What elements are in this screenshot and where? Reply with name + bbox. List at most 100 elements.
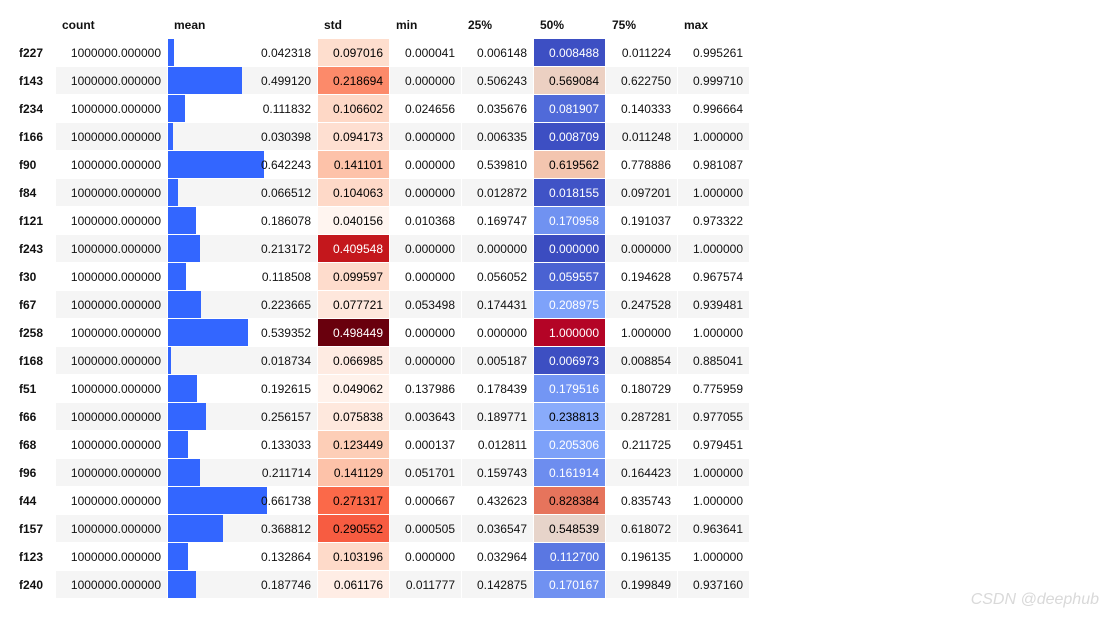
p75-cell: 0.000000 xyxy=(606,235,678,263)
min-cell-value: 0.000000 xyxy=(405,130,455,144)
p50-cell: 0.238813 xyxy=(534,403,606,431)
p50-value: 0.619562 xyxy=(549,158,599,172)
row-label: f243 xyxy=(11,235,56,263)
p25-cell: 0.142875 xyxy=(462,571,534,599)
p75-cell-value: 0.140333 xyxy=(621,102,671,116)
std-cell: 0.271317 xyxy=(318,487,390,515)
max-cell: 0.999710 xyxy=(678,67,750,95)
std-cell: 0.290552 xyxy=(318,515,390,543)
p75-cell: 0.011248 xyxy=(606,123,678,151)
min-cell-value: 0.000000 xyxy=(405,354,455,368)
table-row: f1661000000.0000000.0303980.0941730.0000… xyxy=(11,123,750,151)
p25-cell: 0.000000 xyxy=(462,235,534,263)
max-cell: 1.000000 xyxy=(678,235,750,263)
row-label: f67 xyxy=(11,291,56,319)
mean-value: 0.030398 xyxy=(261,130,311,144)
p25-cell: 0.506243 xyxy=(462,67,534,95)
mean-bar xyxy=(168,487,267,514)
p50-value: 0.170958 xyxy=(549,214,599,228)
min-cell-value: 0.000000 xyxy=(405,186,455,200)
mean-cell: 0.642243 xyxy=(168,151,318,179)
mean-bar xyxy=(168,459,200,486)
header-75pct: 75% xyxy=(606,11,678,39)
count-cell: 1000000.000000 xyxy=(56,403,168,431)
mean-cell: 0.018734 xyxy=(168,347,318,375)
count-cell: 1000000.000000 xyxy=(56,263,168,291)
header-row: countmeanstdmin25%50%75%max xyxy=(11,11,750,39)
std-value: 0.066985 xyxy=(333,354,383,368)
count-cell: 1000000.000000 xyxy=(56,431,168,459)
p25-cell-value: 0.169747 xyxy=(477,214,527,228)
row-label: f234 xyxy=(11,95,56,123)
max-cell-value: 1.000000 xyxy=(693,186,743,200)
p75-cell: 0.164423 xyxy=(606,459,678,487)
min-cell: 0.000000 xyxy=(390,319,462,347)
mean-cell: 0.223665 xyxy=(168,291,318,319)
max-cell: 1.000000 xyxy=(678,123,750,151)
mean-cell: 0.042318 xyxy=(168,39,318,67)
p25-cell-value: 0.005187 xyxy=(477,354,527,368)
std-value: 0.099597 xyxy=(333,270,383,284)
p75-cell: 0.194628 xyxy=(606,263,678,291)
std-value: 0.218694 xyxy=(333,74,383,88)
std-value: 0.104063 xyxy=(333,186,383,200)
p50-cell: 0.619562 xyxy=(534,151,606,179)
std-value: 0.290552 xyxy=(333,522,383,536)
p75-cell: 0.835743 xyxy=(606,487,678,515)
p50-cell: 0.008709 xyxy=(534,123,606,151)
table-row: f2341000000.0000000.1118320.1066020.0246… xyxy=(11,95,750,123)
std-value: 0.123449 xyxy=(333,438,383,452)
mean-value: 0.661738 xyxy=(261,494,311,508)
p75-cell-value: 1.000000 xyxy=(621,326,671,340)
p75-cell-value: 0.211725 xyxy=(622,438,671,452)
p75-cell-value: 0.008854 xyxy=(621,354,671,368)
max-cell-value: 1.000000 xyxy=(693,130,743,144)
p50-value: 0.179516 xyxy=(549,382,599,396)
max-cell: 0.979451 xyxy=(678,431,750,459)
mean-cell: 0.368812 xyxy=(168,515,318,543)
min-cell: 0.010368 xyxy=(390,207,462,235)
mean-value: 0.539352 xyxy=(261,326,311,340)
p50-value: 0.008709 xyxy=(549,130,599,144)
mean-cell: 0.132864 xyxy=(168,543,318,571)
p75-cell: 0.618072 xyxy=(606,515,678,543)
std-value: 0.498449 xyxy=(333,326,383,340)
p50-cell: 0.006973 xyxy=(534,347,606,375)
max-cell: 0.775959 xyxy=(678,375,750,403)
min-cell-value: 0.011777 xyxy=(406,578,455,592)
header-mean: mean xyxy=(168,11,318,39)
p25-cell: 0.036547 xyxy=(462,515,534,543)
mean-bar xyxy=(168,207,196,234)
row-label: f227 xyxy=(11,39,56,67)
count-cell: 1000000.000000 xyxy=(56,347,168,375)
table-row: f841000000.0000000.0665120.1040630.00000… xyxy=(11,179,750,207)
p25-cell: 0.174431 xyxy=(462,291,534,319)
p50-value: 0.238813 xyxy=(549,410,599,424)
p50-value: 0.161914 xyxy=(549,466,599,480)
min-cell-value: 0.024656 xyxy=(405,102,455,116)
p50-cell: 1.000000 xyxy=(534,319,606,347)
row-label: f143 xyxy=(11,67,56,95)
p25-cell-value: 0.012811 xyxy=(478,438,527,452)
p75-cell-value: 0.247528 xyxy=(621,298,671,312)
p50-cell: 0.170958 xyxy=(534,207,606,235)
p50-cell: 0.170167 xyxy=(534,571,606,599)
max-cell-value: 0.979451 xyxy=(693,438,743,452)
min-cell-value: 0.000667 xyxy=(405,494,455,508)
min-cell-value: 0.000000 xyxy=(405,270,455,284)
p50-value: 0.006973 xyxy=(549,354,599,368)
std-cell: 0.123449 xyxy=(318,431,390,459)
std-cell: 0.218694 xyxy=(318,67,390,95)
max-cell: 1.000000 xyxy=(678,459,750,487)
row-label: f96 xyxy=(11,459,56,487)
std-cell: 0.040156 xyxy=(318,207,390,235)
mean-cell: 0.118508 xyxy=(168,263,318,291)
count-cell-value: 1000000.000000 xyxy=(71,578,161,592)
p75-cell-value: 0.199849 xyxy=(621,578,671,592)
max-cell-value: 0.996664 xyxy=(693,102,743,116)
max-cell: 0.977055 xyxy=(678,403,750,431)
table-row: f1211000000.0000000.1860780.0401560.0103… xyxy=(11,207,750,235)
min-cell: 0.024656 xyxy=(390,95,462,123)
std-value: 0.097016 xyxy=(333,46,383,60)
min-cell-value: 0.010368 xyxy=(405,214,455,228)
